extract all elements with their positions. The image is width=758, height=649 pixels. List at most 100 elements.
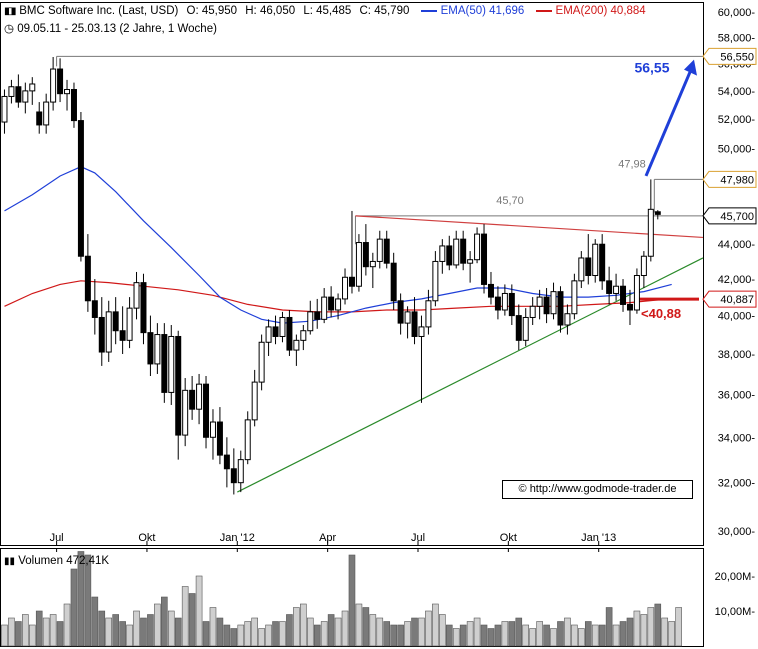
credit-text[interactable]: © http://www.godmode-trader.de <box>518 483 677 495</box>
volume-bar <box>397 624 404 647</box>
candle <box>203 375 210 449</box>
candle-up <box>335 298 342 311</box>
candle-down <box>557 291 564 326</box>
volume-bar <box>383 621 391 647</box>
credit-box[interactable]: © http://www.godmode-trader.de <box>502 480 693 499</box>
candle-up <box>578 257 585 282</box>
volume-bar <box>112 614 119 647</box>
volume-bar <box>77 551 85 647</box>
candle-up <box>321 296 328 320</box>
y-tick-label: 52,000- <box>718 114 756 126</box>
volume-label: Volumen <box>18 555 63 567</box>
y-tick-label: 38,000- <box>718 349 756 361</box>
volume-bar <box>237 624 245 647</box>
candle <box>279 311 286 343</box>
volume-bar <box>140 617 147 647</box>
candle-down <box>216 421 223 456</box>
volume-bar <box>174 617 182 647</box>
volume-bar <box>508 621 516 647</box>
candle-down <box>411 311 418 337</box>
volume-bar <box>578 628 585 647</box>
candle-up <box>50 68 57 103</box>
candle <box>494 286 501 320</box>
volume-bar <box>161 596 168 647</box>
candle <box>369 252 376 289</box>
chart-header: ▮▯▮ BMC Software Inc. (Last, USD) O: 45,… <box>4 5 646 17</box>
level-annotation: 47,98 <box>618 158 646 170</box>
volume-bar <box>557 621 564 647</box>
candle-down <box>626 303 633 311</box>
candle <box>307 300 314 335</box>
candle-up <box>571 280 578 315</box>
volume-bar <box>675 607 682 647</box>
y-tick-label: 36,000- <box>718 389 756 401</box>
volume-bar <box>91 596 99 647</box>
candle-up <box>237 459 244 484</box>
volume-bar <box>348 554 356 647</box>
volume-bar <box>119 621 126 647</box>
volume-bar <box>22 614 29 647</box>
candle <box>390 252 397 311</box>
candle <box>515 304 522 351</box>
candle <box>70 82 77 128</box>
date-range: ◷ 09.05.11 - 25.03.13 (2 Jahre, 1 Woche) <box>4 21 217 35</box>
candle-down <box>314 311 321 320</box>
candle-down <box>140 282 147 334</box>
volume-bar <box>334 617 342 647</box>
candle <box>355 234 362 292</box>
price-tag-text: 40,887 <box>720 294 754 306</box>
candle-up <box>258 341 265 383</box>
high-value: H: 46,050 <box>245 5 296 17</box>
volume-bar <box>63 603 71 647</box>
volume-bar <box>15 621 22 647</box>
volume-bar <box>480 624 488 647</box>
ema200-line <box>4 280 665 313</box>
candle-up <box>154 334 161 365</box>
candle <box>647 179 654 262</box>
volume-bar <box>272 621 279 647</box>
candle-up <box>453 238 460 266</box>
candle <box>640 251 647 289</box>
candle-up <box>43 101 50 126</box>
candle <box>251 369 258 427</box>
price-tag-target: 56,550 <box>702 47 757 65</box>
candle <box>209 409 216 460</box>
x-tick-label: Apr <box>319 532 336 544</box>
volume-bar <box>661 617 669 647</box>
candle <box>474 227 481 264</box>
candle-up <box>1 95 8 123</box>
candle <box>335 293 342 320</box>
candle <box>196 373 203 425</box>
candle-up <box>244 419 251 461</box>
candle-down <box>620 285 627 305</box>
target-arrowhead <box>684 59 697 76</box>
candle-up <box>439 245 446 262</box>
candle <box>529 297 536 326</box>
candle-down <box>112 311 119 332</box>
candle <box>314 298 321 329</box>
candle-up <box>369 260 376 268</box>
volume-bar <box>223 624 231 647</box>
candle-up <box>404 311 411 324</box>
candle <box>487 271 494 305</box>
volume-bar <box>327 614 335 647</box>
volume-bar <box>612 624 620 647</box>
volume-bar <box>459 624 467 647</box>
volume-bar <box>133 610 140 647</box>
volume-bar <box>293 607 300 647</box>
candle <box>550 282 557 320</box>
candle-up <box>376 238 383 262</box>
volume-bar <box>56 621 64 647</box>
candle-up <box>501 292 508 311</box>
candle <box>599 234 606 290</box>
volume-bar <box>376 617 384 647</box>
volume-bar <box>584 621 592 647</box>
volume-bar <box>633 610 641 647</box>
candle-up <box>529 305 536 318</box>
candle <box>439 239 446 274</box>
candle-down <box>348 276 355 287</box>
candle <box>105 300 112 362</box>
volume-bar <box>279 621 286 647</box>
candle <box>189 375 196 420</box>
candle-down <box>57 68 64 95</box>
